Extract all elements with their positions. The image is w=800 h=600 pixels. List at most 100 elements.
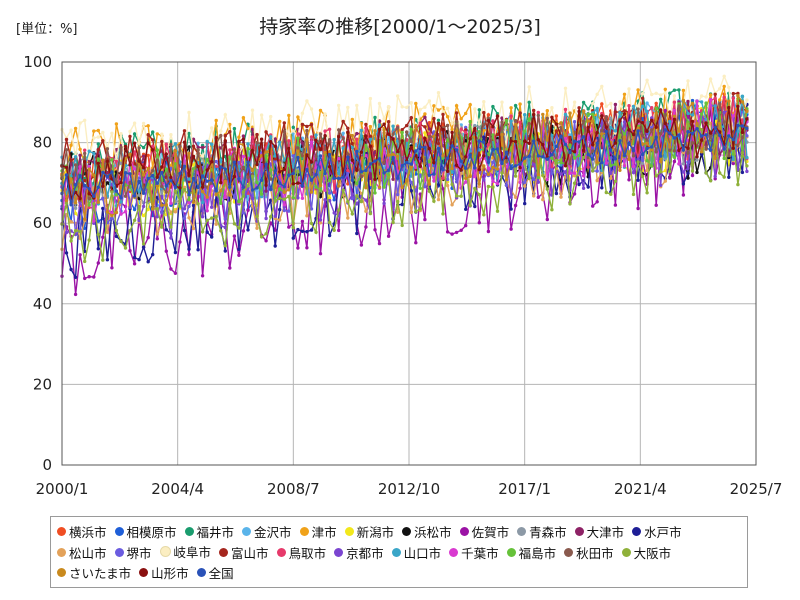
data-point: [454, 163, 459, 167]
data-point: [636, 88, 640, 92]
data-point: [618, 110, 622, 115]
data-point: [200, 230, 205, 234]
data-point: [600, 160, 604, 165]
data-point: [110, 158, 114, 162]
data-point: [160, 225, 164, 229]
data-point: [690, 101, 695, 106]
data-point: [160, 184, 164, 189]
data-point: [132, 207, 137, 212]
data-point: [355, 149, 359, 154]
data-point: [364, 168, 368, 173]
data-point: [645, 101, 649, 105]
data-point: [110, 170, 114, 174]
data-point: [87, 167, 91, 171]
data-point: [654, 203, 658, 207]
data-point: [155, 232, 159, 236]
data-point: [282, 190, 286, 194]
data-point: [73, 275, 78, 279]
data-point: [681, 151, 686, 155]
data-point: [219, 180, 223, 185]
data-point: [78, 174, 82, 178]
legend-label: 相模原市: [126, 524, 177, 540]
data-point: [659, 183, 663, 187]
data-point: [699, 150, 704, 154]
data-point: [668, 110, 672, 114]
data-point: [278, 187, 282, 191]
legend-item: 相模原市: [114, 521, 177, 541]
data-point: [282, 185, 286, 189]
data-point: [128, 229, 132, 233]
legend-item: 福島市: [506, 542, 556, 562]
data-point: [110, 266, 114, 270]
data-point: [214, 136, 218, 140]
data-point: [228, 130, 232, 134]
x-tick-label: 2025/7: [730, 480, 783, 498]
data-point: [591, 119, 595, 123]
data-point: [314, 138, 318, 142]
data-point: [414, 123, 418, 128]
data-point: [491, 147, 495, 152]
data-point: [300, 196, 305, 200]
data-point: [600, 84, 604, 89]
data-point: [699, 134, 704, 138]
data-point: [622, 112, 627, 116]
data-point: [559, 134, 563, 138]
data-point: [631, 132, 636, 137]
data-point: [708, 93, 713, 97]
data-point: [355, 131, 359, 136]
data-point: [663, 128, 667, 132]
data-point: [101, 235, 105, 239]
data-point: [241, 211, 246, 215]
data-point: [309, 178, 314, 182]
data-point: [146, 235, 150, 240]
data-point: [486, 229, 491, 234]
data-point: [414, 101, 418, 106]
data-point: [146, 124, 150, 128]
legend-label: 京都市: [346, 545, 384, 561]
data-point: [509, 106, 513, 110]
data-point: [368, 96, 373, 101]
data-point: [681, 148, 686, 152]
data-point: [255, 162, 259, 167]
data-point: [205, 179, 209, 183]
data-point: [191, 167, 196, 171]
data-point: [740, 100, 745, 104]
data-point: [668, 145, 672, 149]
data-point: [681, 88, 686, 93]
data-point: [178, 144, 182, 148]
data-point: [291, 196, 295, 200]
data-point: [78, 121, 82, 125]
data-point: [255, 196, 259, 200]
data-point: [386, 120, 391, 124]
data-point: [173, 189, 178, 193]
data-point: [459, 117, 463, 121]
data-point: [636, 107, 640, 111]
data-point: [563, 170, 568, 174]
data-point: [396, 154, 400, 158]
data-point: [672, 117, 677, 122]
data-point: [137, 257, 141, 262]
data-point: [622, 92, 627, 97]
data-point: [110, 216, 114, 220]
data-point: [73, 155, 78, 159]
data-point: [69, 158, 73, 163]
data-point: [572, 100, 577, 104]
data-point: [722, 74, 726, 79]
data-point: [250, 135, 255, 139]
data-point: [718, 121, 722, 126]
data-point: [164, 184, 168, 188]
data-point: [459, 168, 463, 172]
legend-item: 富山市: [219, 542, 269, 562]
data-point: [391, 177, 395, 181]
legend-label: 大阪市: [633, 545, 672, 561]
data-point: [318, 108, 323, 113]
data-point: [559, 172, 563, 176]
data-point: [300, 219, 305, 224]
data-point: [672, 136, 677, 140]
data-point: [273, 157, 277, 161]
data-point: [418, 121, 422, 125]
data-point: [223, 179, 227, 184]
data-point: [650, 92, 654, 97]
data-point: [141, 242, 146, 246]
